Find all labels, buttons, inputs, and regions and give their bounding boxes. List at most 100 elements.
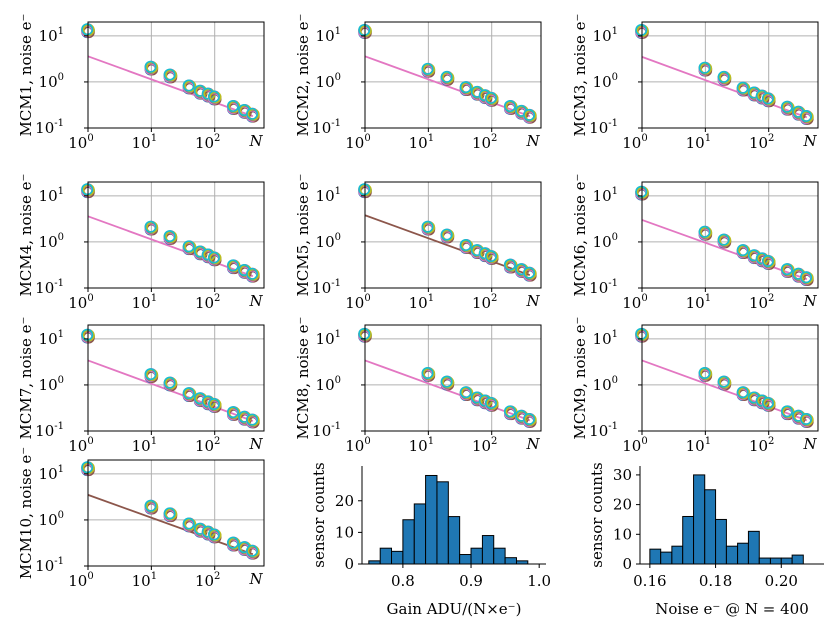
tick-exponent: -1 bbox=[54, 278, 64, 289]
histogram-bar bbox=[413, 503, 427, 565]
data-point bbox=[484, 91, 497, 104]
tick-exponent: 2 bbox=[214, 571, 220, 582]
data-point bbox=[163, 68, 176, 81]
data-point bbox=[780, 405, 793, 418]
histogram-bar bbox=[436, 481, 449, 565]
tick-exponent: 0 bbox=[641, 293, 647, 304]
tick-exponent: 1 bbox=[151, 133, 157, 144]
tick-base: 10 bbox=[68, 134, 87, 152]
tick-base: 10 bbox=[593, 376, 612, 394]
tick-exponent: 2 bbox=[768, 293, 774, 304]
x-tick-label: 102 bbox=[195, 571, 220, 590]
x-axis-n-label: N bbox=[248, 570, 263, 588]
tick-exponent: -1 bbox=[331, 118, 341, 129]
data-point bbox=[182, 517, 195, 530]
tick-base: 10 bbox=[316, 233, 335, 251]
x-tick-label: 102 bbox=[749, 436, 774, 455]
data-point bbox=[421, 62, 434, 75]
y-tick-label: 20 bbox=[335, 492, 354, 510]
tick-base: 10 bbox=[39, 330, 58, 348]
axes-frame bbox=[364, 21, 542, 129]
tick-base: 10 bbox=[39, 511, 58, 529]
y-tick-label: 101 bbox=[316, 329, 341, 348]
x-tick-label: 100 bbox=[68, 571, 93, 590]
tick-exponent: 2 bbox=[491, 293, 497, 304]
x-tick-label: 0.16 bbox=[633, 572, 666, 590]
tick-base: 10 bbox=[35, 557, 54, 575]
y-tick-label: 10-1 bbox=[35, 421, 64, 440]
tick-exponent: 1 bbox=[335, 26, 341, 37]
y-tick-label: 100 bbox=[316, 232, 341, 251]
data-point bbox=[635, 24, 648, 37]
data-point bbox=[800, 413, 813, 426]
tick-exponent: 0 bbox=[641, 133, 647, 144]
x-tick-label: 101 bbox=[686, 133, 711, 152]
y-tick-label: 100 bbox=[593, 72, 618, 91]
data-point bbox=[144, 220, 157, 233]
x-tick-label: 100 bbox=[622, 436, 647, 455]
x-tick-label: 102 bbox=[195, 293, 220, 312]
data-point bbox=[523, 413, 536, 426]
data-point bbox=[163, 376, 176, 389]
fit-line bbox=[364, 55, 531, 118]
tick-base: 10 bbox=[622, 294, 641, 312]
data-point bbox=[207, 90, 220, 103]
x-tick-label: 101 bbox=[409, 436, 434, 455]
y-tick-label: 100 bbox=[39, 510, 64, 529]
axes-frame bbox=[87, 181, 265, 289]
tick-base: 10 bbox=[132, 294, 151, 312]
x-tick-label: 102 bbox=[749, 293, 774, 312]
data-point bbox=[81, 328, 94, 341]
tick-base: 10 bbox=[35, 422, 54, 440]
tick-exponent: 2 bbox=[491, 436, 497, 447]
y-tick-label: 10-1 bbox=[35, 556, 64, 575]
x-tick-label: 100 bbox=[68, 133, 93, 152]
y-axis-label: MCM3, noise e⁻ bbox=[571, 14, 589, 137]
tick-base: 10 bbox=[316, 330, 335, 348]
tick-base: 10 bbox=[749, 437, 768, 455]
tick-base: 10 bbox=[345, 294, 364, 312]
tick-base: 10 bbox=[39, 376, 58, 394]
histogram-bar bbox=[649, 548, 662, 565]
tick-exponent: 0 bbox=[364, 293, 370, 304]
tick-exponent: -1 bbox=[54, 421, 64, 432]
data-point bbox=[207, 398, 220, 411]
data-point bbox=[523, 108, 536, 121]
histogram-bar bbox=[704, 489, 717, 565]
histogram-bar bbox=[780, 557, 793, 565]
tick-exponent: -1 bbox=[54, 556, 64, 567]
histogram-bar bbox=[693, 474, 706, 565]
data-point bbox=[246, 107, 259, 120]
fit-line bbox=[87, 215, 254, 278]
data-point bbox=[440, 375, 453, 388]
histogram-bar bbox=[493, 547, 506, 565]
tick-base: 10 bbox=[35, 279, 54, 297]
histogram-bar bbox=[671, 545, 684, 565]
data-point bbox=[440, 228, 453, 241]
data-point bbox=[226, 536, 239, 549]
tick-base: 10 bbox=[39, 465, 58, 483]
tick-base: 10 bbox=[686, 437, 705, 455]
tick-exponent: 0 bbox=[87, 436, 93, 447]
data-point bbox=[800, 271, 813, 284]
y-tick-label: 10-1 bbox=[312, 278, 341, 297]
tick-exponent: -1 bbox=[608, 421, 618, 432]
data-point bbox=[358, 24, 371, 37]
tick-exponent: 2 bbox=[214, 293, 220, 304]
tick-exponent: 0 bbox=[364, 133, 370, 144]
tick-base: 10 bbox=[132, 572, 151, 590]
data-point bbox=[182, 79, 195, 92]
tick-base: 10 bbox=[316, 27, 335, 45]
y-tick-label: 10-1 bbox=[589, 421, 618, 440]
tick-exponent: 0 bbox=[335, 232, 341, 243]
histogram-bar bbox=[747, 530, 760, 565]
histogram-bar bbox=[737, 542, 749, 565]
tick-exponent: 1 bbox=[612, 186, 618, 197]
y-axis-label: MCM9, noise e⁻ bbox=[571, 317, 589, 440]
data-point bbox=[246, 544, 259, 557]
data-point bbox=[717, 375, 730, 388]
